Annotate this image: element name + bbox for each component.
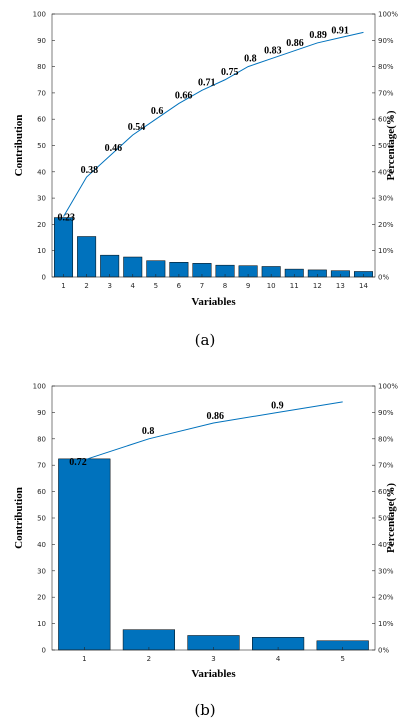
x-tick-label: 1 xyxy=(82,655,86,663)
y-right-tick-label: 40% xyxy=(378,168,394,176)
y-tick-label: 30 xyxy=(37,567,46,575)
cumulative-label: 0.71 xyxy=(198,77,216,88)
y-right-tick-label: 10% xyxy=(378,247,394,255)
cumulative-label: 0.54 xyxy=(128,122,146,133)
y-tick-label: 40 xyxy=(37,541,46,549)
y-right-tick-label: 0% xyxy=(378,274,389,282)
cumulative-label: 0.6 xyxy=(151,106,164,117)
x-tick-label: 2 xyxy=(147,655,151,663)
x-tick-label: 3 xyxy=(211,655,215,663)
y-tick-label: 50 xyxy=(37,142,46,150)
cumulative-label: 0.38 xyxy=(81,165,99,176)
figure-caption: (b) xyxy=(194,701,215,719)
x-tick-label: 9 xyxy=(246,282,250,290)
cumulative-label: 0.86 xyxy=(207,411,225,422)
y-right-tick-label: 50% xyxy=(378,142,394,150)
y-right-axis-label: Percentage(%) xyxy=(385,110,397,180)
bar-3 xyxy=(100,254,120,278)
cumulative-label: 0.23 xyxy=(58,213,76,224)
x-tick-label: 6 xyxy=(177,282,182,290)
bar-2 xyxy=(122,629,175,651)
y-tick-label: 100 xyxy=(33,11,46,19)
plot-frame xyxy=(51,13,376,278)
cumulative-label: 0.46 xyxy=(105,143,123,154)
y-right-tick-label: 20% xyxy=(378,221,394,229)
bar-1 xyxy=(58,458,111,651)
cumulative-label: 0.72 xyxy=(69,457,87,468)
cumulative-label: 0.9 xyxy=(271,400,284,411)
x-tick-label: 14 xyxy=(359,282,368,290)
x-tick-label: 4 xyxy=(276,655,281,663)
y-right-tick-label: 30% xyxy=(378,567,394,575)
cumulative-label: 0.8 xyxy=(142,426,155,437)
y-right-tick-label: 0% xyxy=(378,647,389,655)
cumulative-label: 0.91 xyxy=(331,26,349,37)
cumulative-label: 0.89 xyxy=(309,30,327,41)
y-right-tick-label: 60% xyxy=(378,116,394,124)
bar-1 xyxy=(54,217,74,278)
y-tick-label: 20 xyxy=(37,594,46,602)
cumulative-label: 0.86 xyxy=(286,38,304,49)
bar-2 xyxy=(77,236,97,278)
y-tick-label: 90 xyxy=(37,409,46,417)
y-right-tick-label: 20% xyxy=(378,594,394,602)
cumulative-line xyxy=(63,31,364,217)
y-tick-label: 70 xyxy=(37,89,46,97)
x-tick-label: 8 xyxy=(223,282,227,290)
y-right-tick-label: 100% xyxy=(378,11,398,19)
y-tick-label: 70 xyxy=(37,462,46,470)
y-tick-label: 30 xyxy=(37,195,46,203)
cumulative-label: 0.8 xyxy=(244,54,256,65)
x-tick-label: 12 xyxy=(313,282,322,290)
y-tick-label: 100 xyxy=(33,383,46,391)
x-tick-label: 10 xyxy=(267,282,276,290)
y-right-tick-label: 50% xyxy=(378,515,394,523)
figure-caption: (a) xyxy=(195,331,216,349)
cumulative-label: 0.83 xyxy=(264,46,282,57)
y-right-tick-label: 60% xyxy=(378,488,394,496)
x-tick-label: 5 xyxy=(154,282,158,290)
y-right-axis-label: Percentage(%) xyxy=(385,483,397,553)
y-right-tick-label: 70% xyxy=(378,462,394,470)
y-right-tick-label: 100% xyxy=(378,383,398,391)
y-right-tick-label: 90% xyxy=(378,37,394,45)
x-tick-label: 3 xyxy=(107,282,111,290)
chart-panel-b: 0 10 20 30 40 50 60 70 80 90 100 0% 10% 20% 30% 40% 50% 6… xyxy=(13,383,398,720)
x-tick-label: 7 xyxy=(200,282,204,290)
y-tick-label: 40 xyxy=(37,168,46,176)
y-right-tick-label: 40% xyxy=(378,541,394,549)
x-tick-label: 13 xyxy=(336,282,345,290)
y-tick-label: 10 xyxy=(37,247,46,255)
y-right-tick-label: 30% xyxy=(378,195,394,203)
y-right-tick-label: 90% xyxy=(378,409,394,417)
y-tick-label: 20 xyxy=(37,221,46,229)
cumulative-line xyxy=(84,401,343,461)
y-tick-label: 80 xyxy=(37,63,46,71)
y-tick-label: 80 xyxy=(37,435,46,443)
y-right-tick-label: 10% xyxy=(378,620,394,628)
y-tick-label: 90 xyxy=(37,37,46,45)
x-tick-label: 11 xyxy=(290,282,299,290)
y-tick-label: 60 xyxy=(37,488,46,496)
x-axis-label: Variables xyxy=(191,296,236,308)
y-axis-label: Contribution xyxy=(13,115,25,177)
y-right-tick-label: 80% xyxy=(378,435,394,443)
y-right-tick-label: 80% xyxy=(378,63,394,71)
x-tick-label: 5 xyxy=(340,655,344,663)
chart-panel-a: 0 10 20 30 40 50 60 70 80 90 100 0% 10% 20% 30% 40% 50% 6… xyxy=(13,11,398,350)
y-tick-label: 60 xyxy=(37,116,46,124)
y-right-tick-label: 70% xyxy=(378,89,394,97)
x-tick-label: 4 xyxy=(131,282,136,290)
x-axis-label: Variables xyxy=(191,668,236,680)
x-tick-label: 2 xyxy=(84,282,88,290)
y-tick-label: 0 xyxy=(42,647,46,655)
y-axis-label: Contribution xyxy=(13,487,25,549)
y-tick-label: 10 xyxy=(37,620,46,628)
x-tick-label: 1 xyxy=(61,282,65,290)
cumulative-label: 0.66 xyxy=(175,90,193,101)
y-tick-label: 50 xyxy=(37,515,46,523)
y-tick-label: 0 xyxy=(42,274,46,282)
cumulative-label: 0.75 xyxy=(221,67,239,78)
